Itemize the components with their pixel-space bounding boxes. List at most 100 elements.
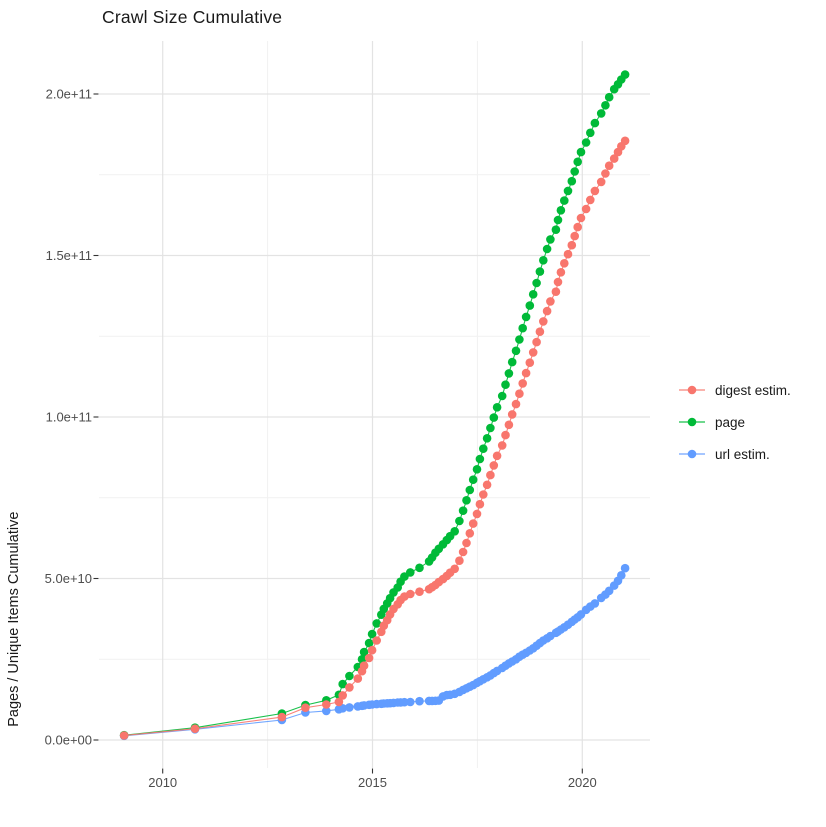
- data-point: [455, 516, 464, 526]
- data-point: [455, 556, 464, 565]
- data-point: [518, 379, 527, 388]
- data-point: [581, 138, 591, 147]
- data-point: [415, 696, 424, 706]
- data-point: [556, 268, 566, 277]
- data-point: [322, 700, 331, 709]
- data-point: [372, 636, 382, 645]
- data-point: [334, 697, 344, 707]
- x-tick-label: 2010: [148, 775, 177, 790]
- y-tick-label: 2.0e+11: [46, 87, 92, 102]
- data-point: [518, 323, 527, 333]
- data-point: [551, 287, 561, 297]
- data-point: [359, 647, 369, 657]
- data-point: [338, 679, 348, 689]
- data-point: [458, 547, 468, 557]
- data-point: [604, 92, 614, 102]
- data-point: [472, 509, 482, 519]
- gridlines-minor: [99, 41, 650, 768]
- data-point: [406, 589, 415, 599]
- y-tick-label: 0.0e+00: [45, 733, 92, 748]
- x-tick-label: 2020: [568, 775, 597, 790]
- legend-label: digest estim.: [715, 382, 791, 398]
- data-point: [551, 225, 561, 234]
- data-point: [367, 629, 377, 639]
- data-point: [472, 465, 482, 474]
- data-point: [511, 399, 521, 409]
- data-point: [468, 519, 478, 528]
- legend-label: page: [715, 414, 746, 430]
- data-point: [563, 186, 573, 196]
- data-point: [507, 357, 517, 367]
- data-point: [609, 154, 619, 163]
- data-point: [542, 244, 552, 254]
- data-point: [535, 327, 545, 337]
- data-point: [482, 434, 492, 443]
- data-point: [532, 337, 541, 347]
- data-point: [542, 306, 552, 316]
- data-point: [468, 475, 478, 485]
- data-point: [539, 317, 548, 326]
- data-point: [501, 380, 510, 390]
- data-point: [525, 301, 535, 310]
- data-point: [462, 496, 471, 505]
- data-point: [573, 222, 582, 232]
- y-tick-label: 1.5e+11: [46, 248, 92, 263]
- data-point: [546, 235, 555, 244]
- data-point: [345, 683, 354, 692]
- chart-title: Crawl Size Cumulative: [102, 7, 283, 27]
- data-point: [367, 645, 377, 655]
- data-point: [504, 369, 514, 378]
- data-point: [576, 213, 586, 223]
- x-tick-labels: 2010 2015 2020: [148, 775, 597, 790]
- data-point: [596, 177, 606, 187]
- data-point: [553, 215, 563, 225]
- data-point: [556, 206, 566, 215]
- legend-item-page: page: [678, 412, 791, 432]
- data-point: [620, 136, 630, 146]
- data-point: [535, 267, 545, 276]
- legend-key-icon: [679, 385, 705, 395]
- data-point: [590, 186, 600, 196]
- data-point: [504, 420, 514, 430]
- data-point: [570, 231, 579, 241]
- data-point: [553, 277, 563, 287]
- data-point: [492, 451, 502, 461]
- data-point: [353, 674, 363, 683]
- data-point: [573, 157, 582, 167]
- data-point: [528, 290, 538, 299]
- data-point: [372, 619, 382, 628]
- data-point: [338, 691, 348, 700]
- data-point: [119, 731, 129, 740]
- data-point: [458, 506, 468, 515]
- data-point: [567, 240, 577, 250]
- legend-label: url estim.: [715, 446, 770, 462]
- legend-item-url-estim: url estim.: [678, 444, 791, 464]
- data-point: [521, 312, 531, 322]
- data-point: [620, 70, 630, 79]
- data-point: [576, 147, 586, 157]
- data-point: [301, 703, 310, 712]
- data-point: [620, 563, 630, 573]
- data-point: [475, 454, 485, 464]
- data-point: [359, 661, 369, 670]
- data-point: [345, 703, 354, 712]
- data-point: [462, 538, 471, 548]
- data-point: [586, 128, 595, 138]
- data-point: [528, 348, 538, 357]
- gridlines-major: [99, 41, 650, 768]
- data-point: [563, 249, 573, 259]
- data-point: [322, 706, 331, 716]
- data-point: [604, 161, 614, 170]
- data-point: [546, 297, 555, 306]
- data-point: [539, 255, 548, 265]
- data-point: [190, 724, 200, 733]
- data-point: [489, 413, 499, 422]
- y-tick-labels: 0.0e+00 5.0e+10 1.0e+11 1.5e+11 2.0e+11: [45, 87, 92, 748]
- y-tick-label: 5.0e+10: [45, 571, 92, 586]
- data-point: [507, 410, 517, 419]
- data-point: [590, 118, 600, 128]
- data-point: [617, 571, 626, 580]
- legend: digest estim. page url estim.: [678, 380, 791, 464]
- data-point: [560, 196, 569, 205]
